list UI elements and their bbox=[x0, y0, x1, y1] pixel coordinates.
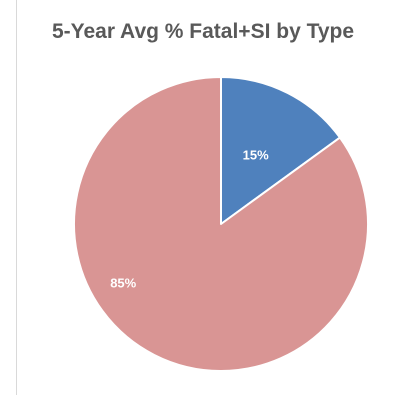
slice-label-1: 85% bbox=[110, 275, 136, 290]
pie-slice-0 bbox=[220, 76, 341, 225]
slice-label-0: 15% bbox=[243, 147, 269, 162]
chart-title: 5-Year Avg % Fatal+SI by Type bbox=[51, 20, 355, 43]
pie-slice-1 bbox=[73, 76, 369, 372]
